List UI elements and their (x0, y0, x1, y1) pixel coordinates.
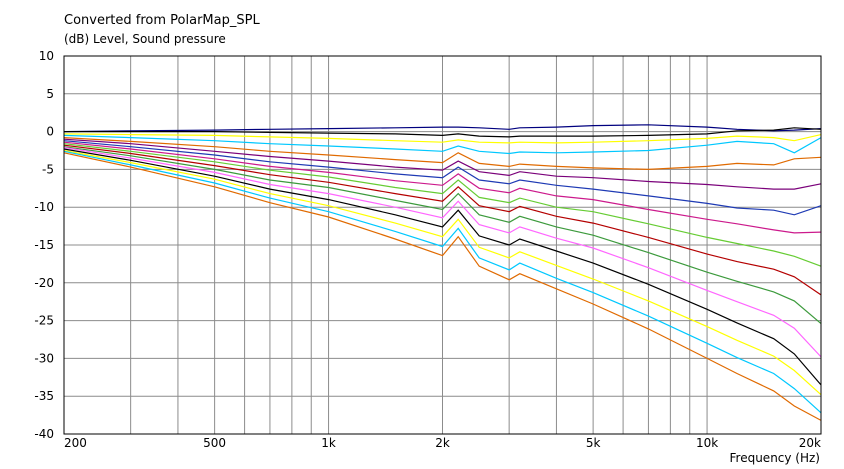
x-tick-label: 2k (435, 436, 450, 450)
y-tick-label: -15 (34, 238, 54, 252)
series-line-9 (63, 143, 822, 267)
y-tick-label: -20 (34, 276, 54, 290)
y-tick-label: -25 (34, 314, 54, 328)
x-tick-label: 200 (64, 436, 87, 450)
series-line-13 (63, 148, 822, 386)
series-line-5 (63, 137, 822, 171)
chart-title: Converted from PolarMap_SPL (64, 13, 260, 28)
series-line-3 (63, 133, 822, 144)
x-tick-labels: 200 500 1k 2k 5k 10k 20k (64, 436, 821, 450)
y-tick-label: 10 (39, 49, 54, 63)
grid (63, 55, 822, 435)
y-tick-labels: 10 5 0 -5 -10 -15 -20 -25 -30 -35 -40 (34, 49, 54, 441)
y-tick-label: 5 (46, 87, 54, 101)
x-tick-label: 10k (696, 436, 718, 450)
y-tick-label: -5 (42, 162, 54, 176)
y-axis-label: (dB) Level, Sound pressure (64, 32, 226, 46)
series-line-10 (63, 144, 822, 296)
series-line-15 (63, 150, 822, 414)
y-tick-label: 0 (46, 125, 54, 139)
y-tick-label: -40 (34, 427, 54, 441)
series-line-8 (63, 141, 822, 234)
series-line-7 (63, 140, 822, 216)
y-tick-label: -35 (34, 389, 54, 403)
series-line-1 (63, 124, 822, 133)
series-line-14 (63, 149, 822, 396)
x-axis-label: Frequency (Hz) (730, 451, 821, 465)
y-tick-label: -30 (34, 351, 54, 365)
series-line-11 (63, 146, 822, 325)
series-line-2 (64, 127, 822, 138)
series-line-12 (63, 146, 822, 358)
x-tick-label: 1k (321, 436, 336, 450)
x-tick-label: 5k (586, 436, 601, 450)
series-line-6 (63, 138, 822, 190)
series-line-4 (63, 134, 822, 155)
series-layer (63, 124, 822, 421)
series-line-16 (63, 152, 822, 421)
x-tick-label: 20k (799, 436, 821, 450)
plot-frame (63, 55, 822, 435)
y-tick-label: -10 (34, 200, 54, 214)
x-tick-label: 500 (203, 436, 226, 450)
